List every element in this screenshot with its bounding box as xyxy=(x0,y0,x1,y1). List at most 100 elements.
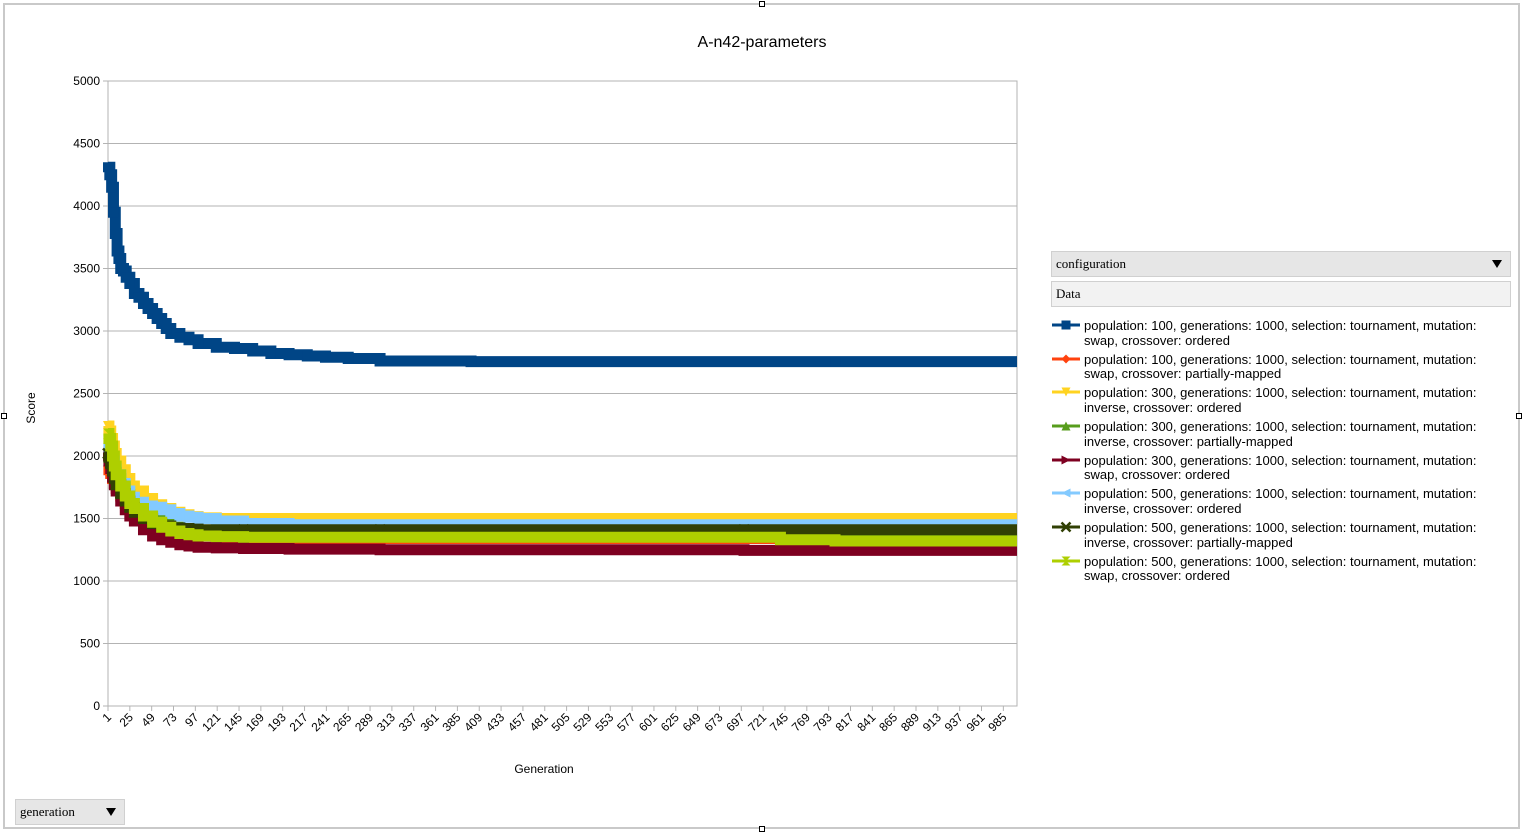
data-point-marker xyxy=(156,522,167,533)
x-tick-label: 25 xyxy=(117,710,137,730)
y-tick-label: 2500 xyxy=(73,387,100,401)
data-point-marker xyxy=(106,182,117,193)
x-tick-label: 241 xyxy=(308,710,332,734)
data-point-marker xyxy=(229,343,240,354)
legend-label: population: 500, generations: 1000, sele… xyxy=(1084,553,1477,584)
data-point-marker xyxy=(174,528,185,539)
x-tick-label: 49 xyxy=(138,710,158,730)
data-point-marker xyxy=(143,303,154,314)
data-point-marker xyxy=(156,504,167,515)
legend-swatch xyxy=(1052,421,1080,431)
x-tick-label: 121 xyxy=(199,710,223,734)
legend-swatch xyxy=(1052,354,1080,364)
legend-label: population: 500, generations: 1000, sele… xyxy=(1084,520,1477,550)
resize-handle-left[interactable] xyxy=(1,413,7,419)
x-axis-label: Generation xyxy=(514,762,573,776)
x-tick-label: 673 xyxy=(702,710,726,734)
legend-item: population: 300, generations: 1000, sele… xyxy=(1051,419,1513,453)
legend-item: population: 300, generations: 1000, sele… xyxy=(1051,453,1513,487)
dropdown-arrow-icon xyxy=(1492,260,1502,268)
data-point-marker xyxy=(265,348,276,359)
data-point-marker xyxy=(1061,556,1071,566)
data-point-marker xyxy=(466,356,477,367)
legend-label: population: 500, generations: 1000, sele… xyxy=(1084,486,1477,516)
data-point-marker xyxy=(830,356,841,367)
x-tick-label: 385 xyxy=(439,710,463,734)
pivot-row-field-button[interactable]: generation xyxy=(15,799,125,825)
x-tick-label: 73 xyxy=(160,710,180,730)
legend-label: population: 100, generations: 1000, sele… xyxy=(1084,351,1477,382)
x-tick-label: 769 xyxy=(789,710,813,734)
data-point-marker xyxy=(174,511,185,521)
series-line-3 xyxy=(103,420,1017,524)
legend-item: population: 500, generations: 1000, sele… xyxy=(1051,486,1513,520)
data-point-marker xyxy=(1061,354,1071,364)
data-point-marker xyxy=(739,513,750,524)
data-point-marker xyxy=(238,543,249,554)
y-tick-label: 4000 xyxy=(73,199,100,213)
y-tick-label: 5000 xyxy=(73,74,100,88)
x-tick-label: 169 xyxy=(243,710,267,734)
pivot-data-field-label: Data xyxy=(1056,286,1081,301)
x-tick-label: 217 xyxy=(287,710,311,734)
data-point-marker xyxy=(830,536,841,546)
data-point-marker xyxy=(129,503,140,514)
resize-handle-top[interactable] xyxy=(759,1,765,7)
resize-handle-bottom[interactable] xyxy=(759,826,765,832)
y-tick-label: 1000 xyxy=(73,574,100,588)
data-point-marker xyxy=(1061,421,1071,431)
x-tick-label: 889 xyxy=(898,710,922,734)
chart-frame[interactable] xyxy=(3,3,1520,829)
x-tick-label: 865 xyxy=(876,710,900,734)
x-tick-label: 265 xyxy=(330,710,354,734)
series-path xyxy=(103,420,1017,524)
x-tick-label: 841 xyxy=(854,710,878,734)
legend-item: population: 100, generations: 1000, sele… xyxy=(1051,318,1513,352)
x-tick-label: 577 xyxy=(614,710,638,734)
data-point-marker xyxy=(174,539,185,550)
dropdown-arrow-icon xyxy=(106,808,116,816)
x-tick-label: 745 xyxy=(767,710,791,734)
y-tick-label: 4500 xyxy=(73,137,100,151)
data-point-marker xyxy=(109,461,120,471)
data-point-marker xyxy=(152,313,163,324)
data-point-marker xyxy=(302,351,313,361)
data-point-marker xyxy=(193,531,204,541)
data-point-marker xyxy=(343,353,354,364)
data-point-marker xyxy=(161,323,172,334)
series-line-1 xyxy=(103,161,1017,368)
resize-handle-right[interactable] xyxy=(1516,413,1522,419)
data-point-marker xyxy=(129,516,140,526)
data-point-marker xyxy=(108,207,119,218)
x-tick-label: 601 xyxy=(636,710,660,734)
x-tick-label: 913 xyxy=(920,710,944,734)
legend-swatch xyxy=(1052,521,1080,533)
data-point-marker xyxy=(193,513,204,524)
data-point-marker xyxy=(156,534,167,545)
legend-swatch xyxy=(1052,387,1080,397)
pivot-column-field-button[interactable]: configuration xyxy=(1051,251,1511,277)
grid xyxy=(108,80,1017,707)
data-point-marker xyxy=(1061,320,1071,330)
data-point-marker xyxy=(110,228,121,239)
data-point-marker xyxy=(104,169,115,180)
x-tick-label: 409 xyxy=(461,710,485,734)
data-point-marker xyxy=(1061,488,1071,498)
data-point-marker xyxy=(739,532,750,543)
legend-swatch xyxy=(1052,488,1080,498)
y-tick-label: 3000 xyxy=(73,324,100,338)
x-tick-label: 193 xyxy=(265,710,289,734)
series-line-8 xyxy=(103,428,1017,547)
data-point-marker xyxy=(174,332,185,343)
data-point-marker xyxy=(1061,387,1071,397)
y-tick-label: 0 xyxy=(93,699,100,713)
x-tick-label: 793 xyxy=(811,710,835,734)
chart-title: A-n42-parameters xyxy=(698,34,827,51)
x-tick-label: 337 xyxy=(396,710,420,734)
y-tick-label: 500 xyxy=(80,637,100,651)
legend-label: population: 300, generations: 1000, sele… xyxy=(1084,419,1477,449)
x-tick-label: 817 xyxy=(833,710,857,734)
pivot-column-field-label: configuration xyxy=(1056,256,1127,271)
data-point-marker xyxy=(238,532,249,543)
data-point-marker xyxy=(1061,455,1071,465)
